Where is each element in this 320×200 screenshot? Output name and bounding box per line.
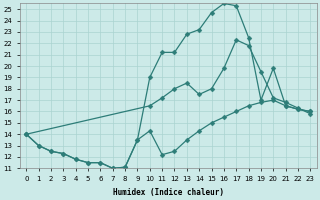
X-axis label: Humidex (Indice chaleur): Humidex (Indice chaleur) — [113, 188, 224, 197]
